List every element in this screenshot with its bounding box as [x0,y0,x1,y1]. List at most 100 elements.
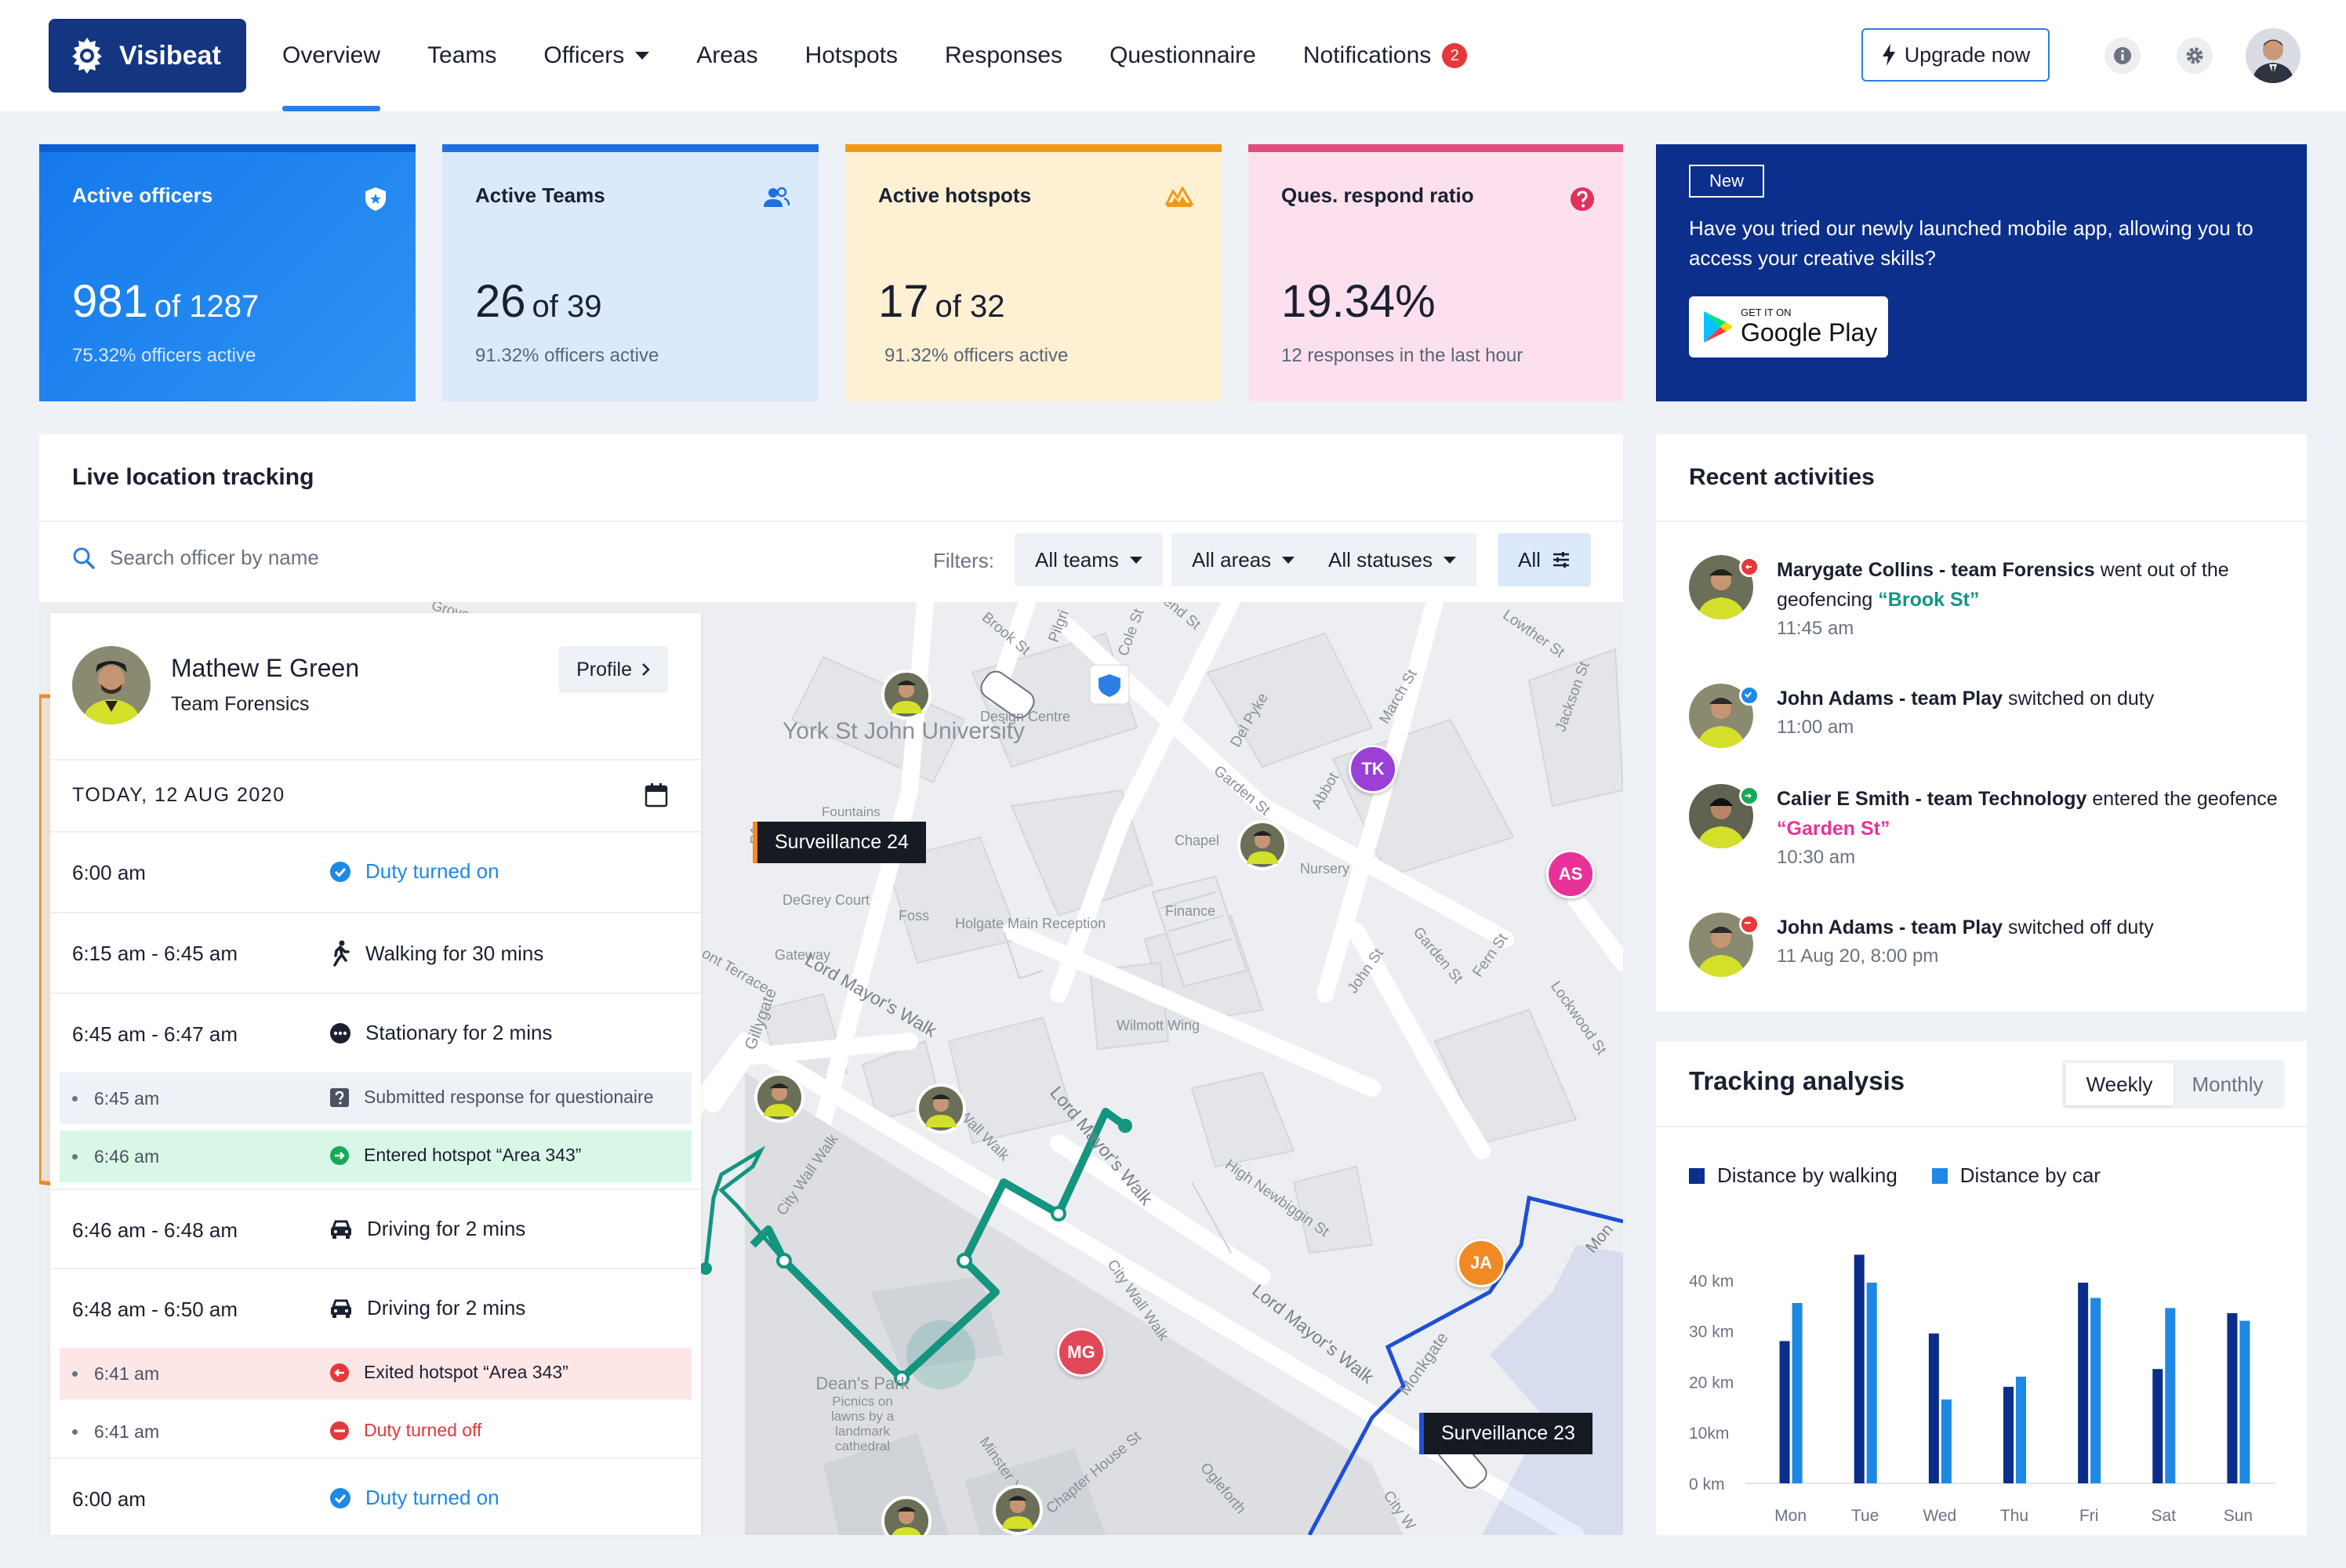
date-label: TODAY, 12 AUG 2020 [72,784,285,806]
activity-actor: John Adams - team Play [1777,688,2003,710]
timeline-row[interactable]: 6:45 am - 6:47 am Stationary for 2 mins [50,994,701,1073]
shield-star-icon [365,187,386,211]
filter-statuses[interactable]: All statuses [1308,533,1476,586]
filter-teams[interactable]: All teams [1015,533,1163,586]
stat-value: 26 [475,276,526,327]
nav-questionnaire[interactable]: Questionnaire [1109,0,1256,111]
place-label-gateway: Gateway [775,947,831,963]
bar-chart: 0 km 10km 20 km 30 km 40 km Mon Tue Wed Thu Fri Sa… [1689,1254,2275,1525]
filter-areas[interactable]: All areas [1171,533,1316,586]
timeline-row[interactable]: 6:00 am Duty turned on [50,1457,701,1538]
chevron-down-icon [1129,556,1142,564]
timeline-subrow[interactable]: 6:45 am Submitted response for questiona… [60,1073,692,1124]
google-play-icon [1704,311,1732,343]
nav-teams[interactable]: Teams [427,0,496,111]
timeline-subrow[interactable]: 6:46 am Entered hotspot “Area 343” [60,1131,692,1182]
timeline-row[interactable]: 6:48 am - 6:50 am Driving for 2 mins [50,1269,701,1348]
place-label-foss: Foss [899,908,930,924]
sliders-icon [1552,552,1569,568]
top-navigation-bar: Visibeat Overview Teams Officers Areas H… [0,0,2346,111]
nav-overview[interactable]: Overview [282,0,381,111]
activity-action: switched on duty [2003,688,2155,710]
check-status-icon [1739,685,1760,706]
tab-weekly[interactable]: Weekly [2065,1063,2174,1105]
bar-car [1792,1302,1803,1483]
tab-monthly[interactable]: Monthly [2192,1072,2264,1096]
calendar-icon[interactable] [645,782,668,808]
legend-label: Distance by car [1959,1163,2101,1187]
officer-photo-pin[interactable] [881,1496,932,1535]
place-label-fountains: Fountains [822,804,881,819]
bar-car [2016,1376,2026,1483]
nav-areas[interactable]: Areas [696,0,757,111]
place-label-nursery: Nursery [1300,861,1350,877]
x-tick-label: Fri [2079,1507,2099,1525]
brand-logo[interactable]: Visibeat [49,19,246,93]
timeline-subrow[interactable]: 6:41 am Exited hotspot “Area 343” [60,1348,692,1399]
officer-photo-pin[interactable] [881,670,932,720]
upgrade-button[interactable]: Upgrade now [1861,28,2050,82]
officer-pin-mg[interactable]: MG [1057,1328,1106,1377]
selected-officer-pin[interactable] [916,1083,966,1134]
filter-all[interactable]: All [1498,533,1591,586]
bar-walking [1779,1341,1790,1483]
police-badge-icon [72,38,102,74]
timeline-event: Walking for 30 mins [329,940,543,967]
hotspot-tag-surveillance-24[interactable]: Surveillance 24 [753,822,926,863]
nav-areas-label: Areas [696,42,758,68]
officer-pin-as[interactable]: AS [1546,850,1595,898]
hotspot-tag-surveillance-23[interactable]: Surveillance 23 [1419,1413,1592,1454]
stat-card-response-ratio[interactable]: Ques. respond ratio 19.34% 12 responses … [1248,144,1623,401]
stat-card-active-officers[interactable]: Active officers 981 of 1287 75.32% office… [39,144,416,401]
activity-location: “Brook St” [1878,589,1980,611]
stat-card-active-hotspots[interactable]: Active hotspots 17 of 32 91.32% officers … [845,144,1222,401]
settings-button[interactable] [2177,38,2213,74]
timeline-time: 6:45 am [94,1088,160,1109]
activity-time: 11:45 am [1777,618,1854,639]
officer-photo-pin[interactable] [993,1485,1043,1535]
nav-notifications[interactable]: Notifications 2 [1303,0,1468,111]
deans-park-line: cathedral [835,1439,890,1454]
deans-park-line: Picnics on [832,1394,893,1409]
stat-subtext: 91.32% officers active [475,345,659,366]
officer-pin-ja[interactable]: JA [1457,1239,1505,1287]
timeline-time: 6:46 am - 6:48 am [72,1218,238,1242]
new-tag: New [1689,165,1765,198]
legend-car: Distance by car [1931,1163,2101,1188]
activity-time: 10:30 am [1777,847,1856,868]
timeline-event: Entered hotspot “Area 343” [329,1145,581,1166]
activity-item[interactable]: John Adams - team Play switched on duty … [1689,684,2285,762]
activity-action: entered the geofence [2086,788,2278,810]
y-tick-label: 0 km [1689,1475,1725,1494]
timeline-row[interactable]: 6:15 am - 6:45 am Walking for 30 mins [50,913,701,994]
timeline-row[interactable]: 6:00 am Duty turned on [50,833,701,913]
timeline-event: Submitted response for questionaire [329,1087,654,1108]
google-play-button[interactable]: GET IT ON Google Play [1689,296,1888,358]
timeline-time: 6:00 am [72,1487,146,1511]
nav-responses[interactable]: Responses [945,0,1062,111]
recent-activities-title: Recent activities [1656,434,2307,522]
officer-pin-tk[interactable]: TK [1349,745,1397,793]
stat-label: Active Teams [475,183,605,207]
timeline-subrow[interactable]: 6:41 am Duty turned off [60,1406,692,1457]
stat-card-active-teams[interactable]: Active Teams 26 of 39 91.32% officers act… [442,144,819,401]
timeline-event: Stationary for 2 mins [329,1021,552,1045]
promo-banner: New Have you tried our newly launched mo… [1656,144,2307,401]
nav-hotspots[interactable]: Hotspots [805,0,898,111]
nav-officers[interactable]: Officers [543,0,650,111]
info-button[interactable] [2104,38,2141,74]
timeline-row[interactable]: 6:46 am - 6:48 am Driving for 2 mins [50,1189,701,1269]
officer-photo-pin[interactable] [754,1073,804,1123]
exit-status-icon [1739,557,1760,577]
activity-item[interactable]: Calier E Smith - team Technology entered… [1689,784,2285,886]
timeline-event: Driving for 2 mins [329,1296,525,1320]
user-avatar[interactable] [2246,28,2301,83]
profile-button[interactable]: Profile [559,646,668,693]
activity-item[interactable]: Marygate Collins - team Forensics went o… [1689,555,2285,657]
place-label-chapel: Chapel [1175,833,1220,848]
stat-total: of 39 [532,289,602,324]
search-input[interactable]: Search officer by name [72,546,319,570]
activity-item[interactable]: John Adams - team Play switched off duty… [1689,913,2285,991]
timeline-event-label: Exited hotspot “Area 343” [364,1362,568,1382]
officer-photo-pin[interactable] [1237,820,1287,870]
